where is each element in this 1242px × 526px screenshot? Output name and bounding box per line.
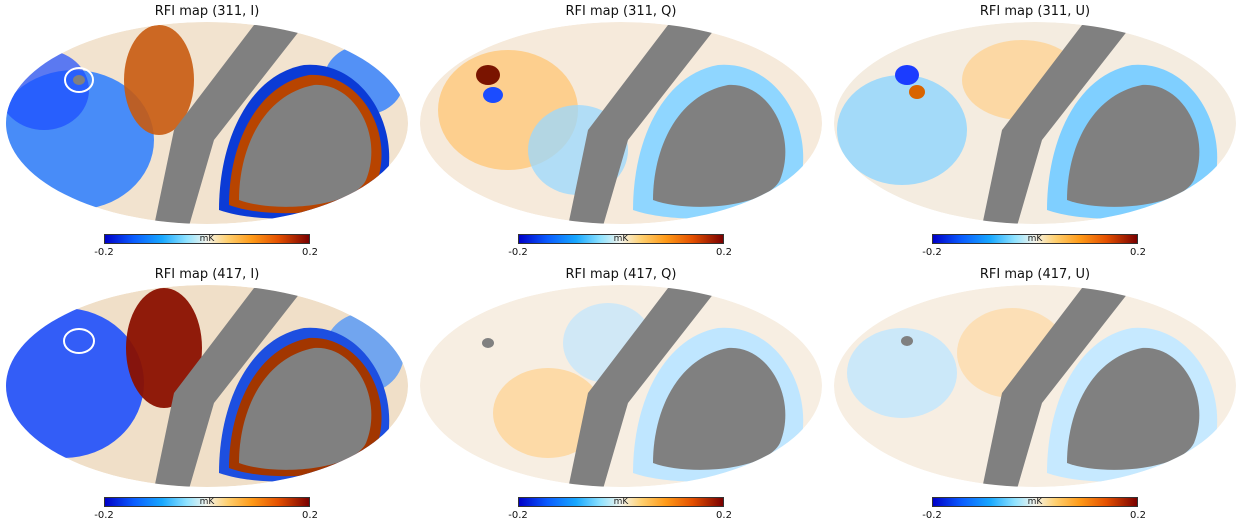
masked-disk <box>1067 347 1200 470</box>
masked-band <box>568 25 718 224</box>
colorbar-unit: mK <box>199 234 215 244</box>
masked-disk <box>653 347 786 470</box>
colorbar-max: 0.2 <box>302 247 318 258</box>
map-title: RFI map (311, I) <box>154 4 260 19</box>
panel-311-i: RFI map (311, I) mK -0.2 0.2 <box>0 0 414 263</box>
colorbar-unit: mK <box>1027 497 1043 507</box>
hot-region <box>124 25 194 135</box>
colorbar-max: 0.2 <box>716 247 732 258</box>
cool-region <box>837 75 967 185</box>
panel-417-q: RFI map (417, Q) mK -0.2 0.2 <box>414 263 828 526</box>
cold-region <box>6 308 144 458</box>
masked-band <box>982 288 1132 487</box>
masked-spot <box>482 338 494 348</box>
panel-417-u: RFI map (417, U) mK -0.2 0.2 <box>828 263 1242 526</box>
hot-spot <box>476 65 500 85</box>
colorbar <box>932 497 1138 507</box>
colorbar-min: -0.2 <box>922 247 942 258</box>
colorbar-max: 0.2 <box>716 510 732 521</box>
masked-disk <box>239 84 372 207</box>
masked-band <box>982 25 1132 224</box>
colorbar-unit: mK <box>613 234 629 244</box>
panel-311-u: RFI map (311, U) mK -0.2 0.2 <box>828 0 1242 263</box>
cool-region <box>847 328 957 418</box>
mollweide-map <box>420 285 822 487</box>
warm-region <box>493 368 603 458</box>
mollweide-map <box>834 285 1236 487</box>
mollweide-map <box>834 22 1236 224</box>
colorbar <box>104 497 310 507</box>
colorbar <box>518 234 724 244</box>
masked-disk <box>653 84 786 207</box>
colorbar-min: -0.2 <box>508 247 528 258</box>
mollweide-map <box>420 22 822 224</box>
ring-feature <box>63 328 95 354</box>
colorbar-unit: mK <box>1027 234 1043 244</box>
colorbar-min: -0.2 <box>94 510 114 521</box>
mollweide-map <box>6 22 408 224</box>
map-title: RFI map (417, Q) <box>565 267 677 282</box>
map-title: RFI map (417, U) <box>979 267 1091 282</box>
colorbar <box>932 234 1138 244</box>
colorbar-max: 0.2 <box>302 510 318 521</box>
colorbar-max: 0.2 <box>1130 510 1146 521</box>
map-title: RFI map (417, I) <box>154 267 260 282</box>
mollweide-map <box>6 285 408 487</box>
colorbar-unit: mK <box>199 497 215 507</box>
panel-417-i: RFI map (417, I) mK -0.2 0.2 <box>0 263 414 526</box>
masked-band <box>568 288 718 487</box>
masked-spot <box>901 336 913 346</box>
colorbar <box>518 497 724 507</box>
colorbar-min: -0.2 <box>508 510 528 521</box>
masked-spot <box>73 75 85 85</box>
masked-disk <box>1067 84 1200 207</box>
cold-spot <box>483 87 503 103</box>
colorbar <box>104 234 310 244</box>
warm-spot <box>909 85 925 99</box>
map-title: RFI map (311, U) <box>979 4 1091 19</box>
map-title: RFI map (311, Q) <box>565 4 677 19</box>
panel-311-q: RFI map (311, Q) mK -0.2 0.2 <box>414 0 828 263</box>
masked-band <box>154 288 304 487</box>
cold-spot <box>895 65 919 85</box>
ring-feature <box>64 67 94 93</box>
hot-region <box>126 288 202 408</box>
masked-disk <box>239 347 372 470</box>
masked-band <box>154 25 304 224</box>
colorbar-min: -0.2 <box>94 247 114 258</box>
colorbar-max: 0.2 <box>1130 247 1146 258</box>
colorbar-unit: mK <box>613 497 629 507</box>
colorbar-min: -0.2 <box>922 510 942 521</box>
